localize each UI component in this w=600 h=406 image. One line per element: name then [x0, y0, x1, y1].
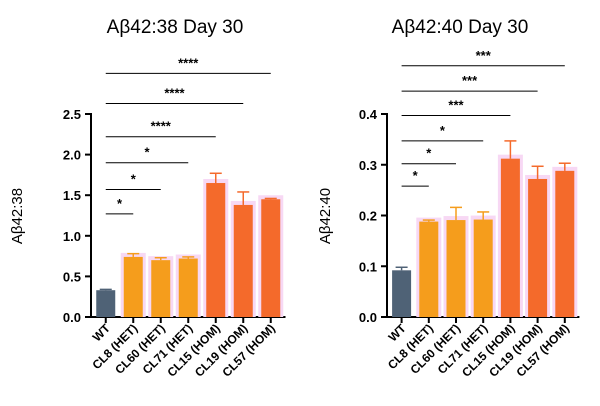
significance-label: *** — [476, 48, 492, 63]
significance-label: * — [440, 123, 446, 138]
bar — [206, 183, 226, 317]
y-tick-label: 0.5 — [63, 269, 81, 284]
bar — [123, 256, 143, 317]
bar — [96, 290, 116, 317]
bar — [151, 260, 171, 317]
y-tick-label: 1.5 — [63, 188, 81, 203]
y-tick-label: 0.3 — [359, 158, 377, 173]
bar — [528, 178, 548, 317]
bar — [419, 221, 439, 317]
bar — [555, 170, 575, 317]
bar — [233, 204, 253, 317]
chart-title: Aβ42:40 Day 30 — [392, 17, 529, 38]
y-tick-label: 1.0 — [63, 229, 81, 244]
bar — [261, 199, 281, 317]
bar — [392, 270, 412, 317]
y-axis-label: Aβ42:40 — [317, 188, 334, 244]
y-axis-label: Aβ42:38 — [9, 188, 26, 244]
bar — [446, 220, 466, 317]
chart-panel-ab42-38: Aβ42:38 Day 30 Aβ42:38 0.0 0.5 1.0 1.5 2.0 2.… — [9, 17, 286, 380]
significance-label: * — [131, 172, 137, 187]
significance-label: **** — [178, 55, 199, 70]
y-tick-label: 0.2 — [359, 209, 377, 224]
significance-label: * — [117, 196, 123, 211]
bar — [500, 158, 520, 317]
y-tick-label: 2.5 — [63, 107, 81, 122]
bar — [178, 258, 198, 317]
significance-label: * — [426, 146, 432, 161]
y-tick-label: 2.0 — [63, 148, 81, 163]
chart-panel-ab42-40: Aβ42:40 Day 30 Aβ42:40 0.00.10.20.30.4WT… — [317, 17, 580, 380]
y-tick-label: 0.0 — [63, 310, 81, 325]
significance-label: *** — [462, 73, 478, 88]
significance-label: * — [413, 168, 419, 183]
significance-label: * — [144, 145, 150, 160]
bar — [473, 219, 493, 317]
chart-title: Aβ42:38 Day 30 — [107, 17, 244, 38]
y-tick-label: 0.1 — [359, 259, 377, 274]
significance-label: *** — [448, 98, 464, 113]
significance-label: **** — [151, 119, 172, 134]
y-tick-label: 0.0 — [359, 310, 377, 325]
significance-label: **** — [164, 85, 185, 100]
y-tick-label: 0.4 — [359, 107, 378, 122]
